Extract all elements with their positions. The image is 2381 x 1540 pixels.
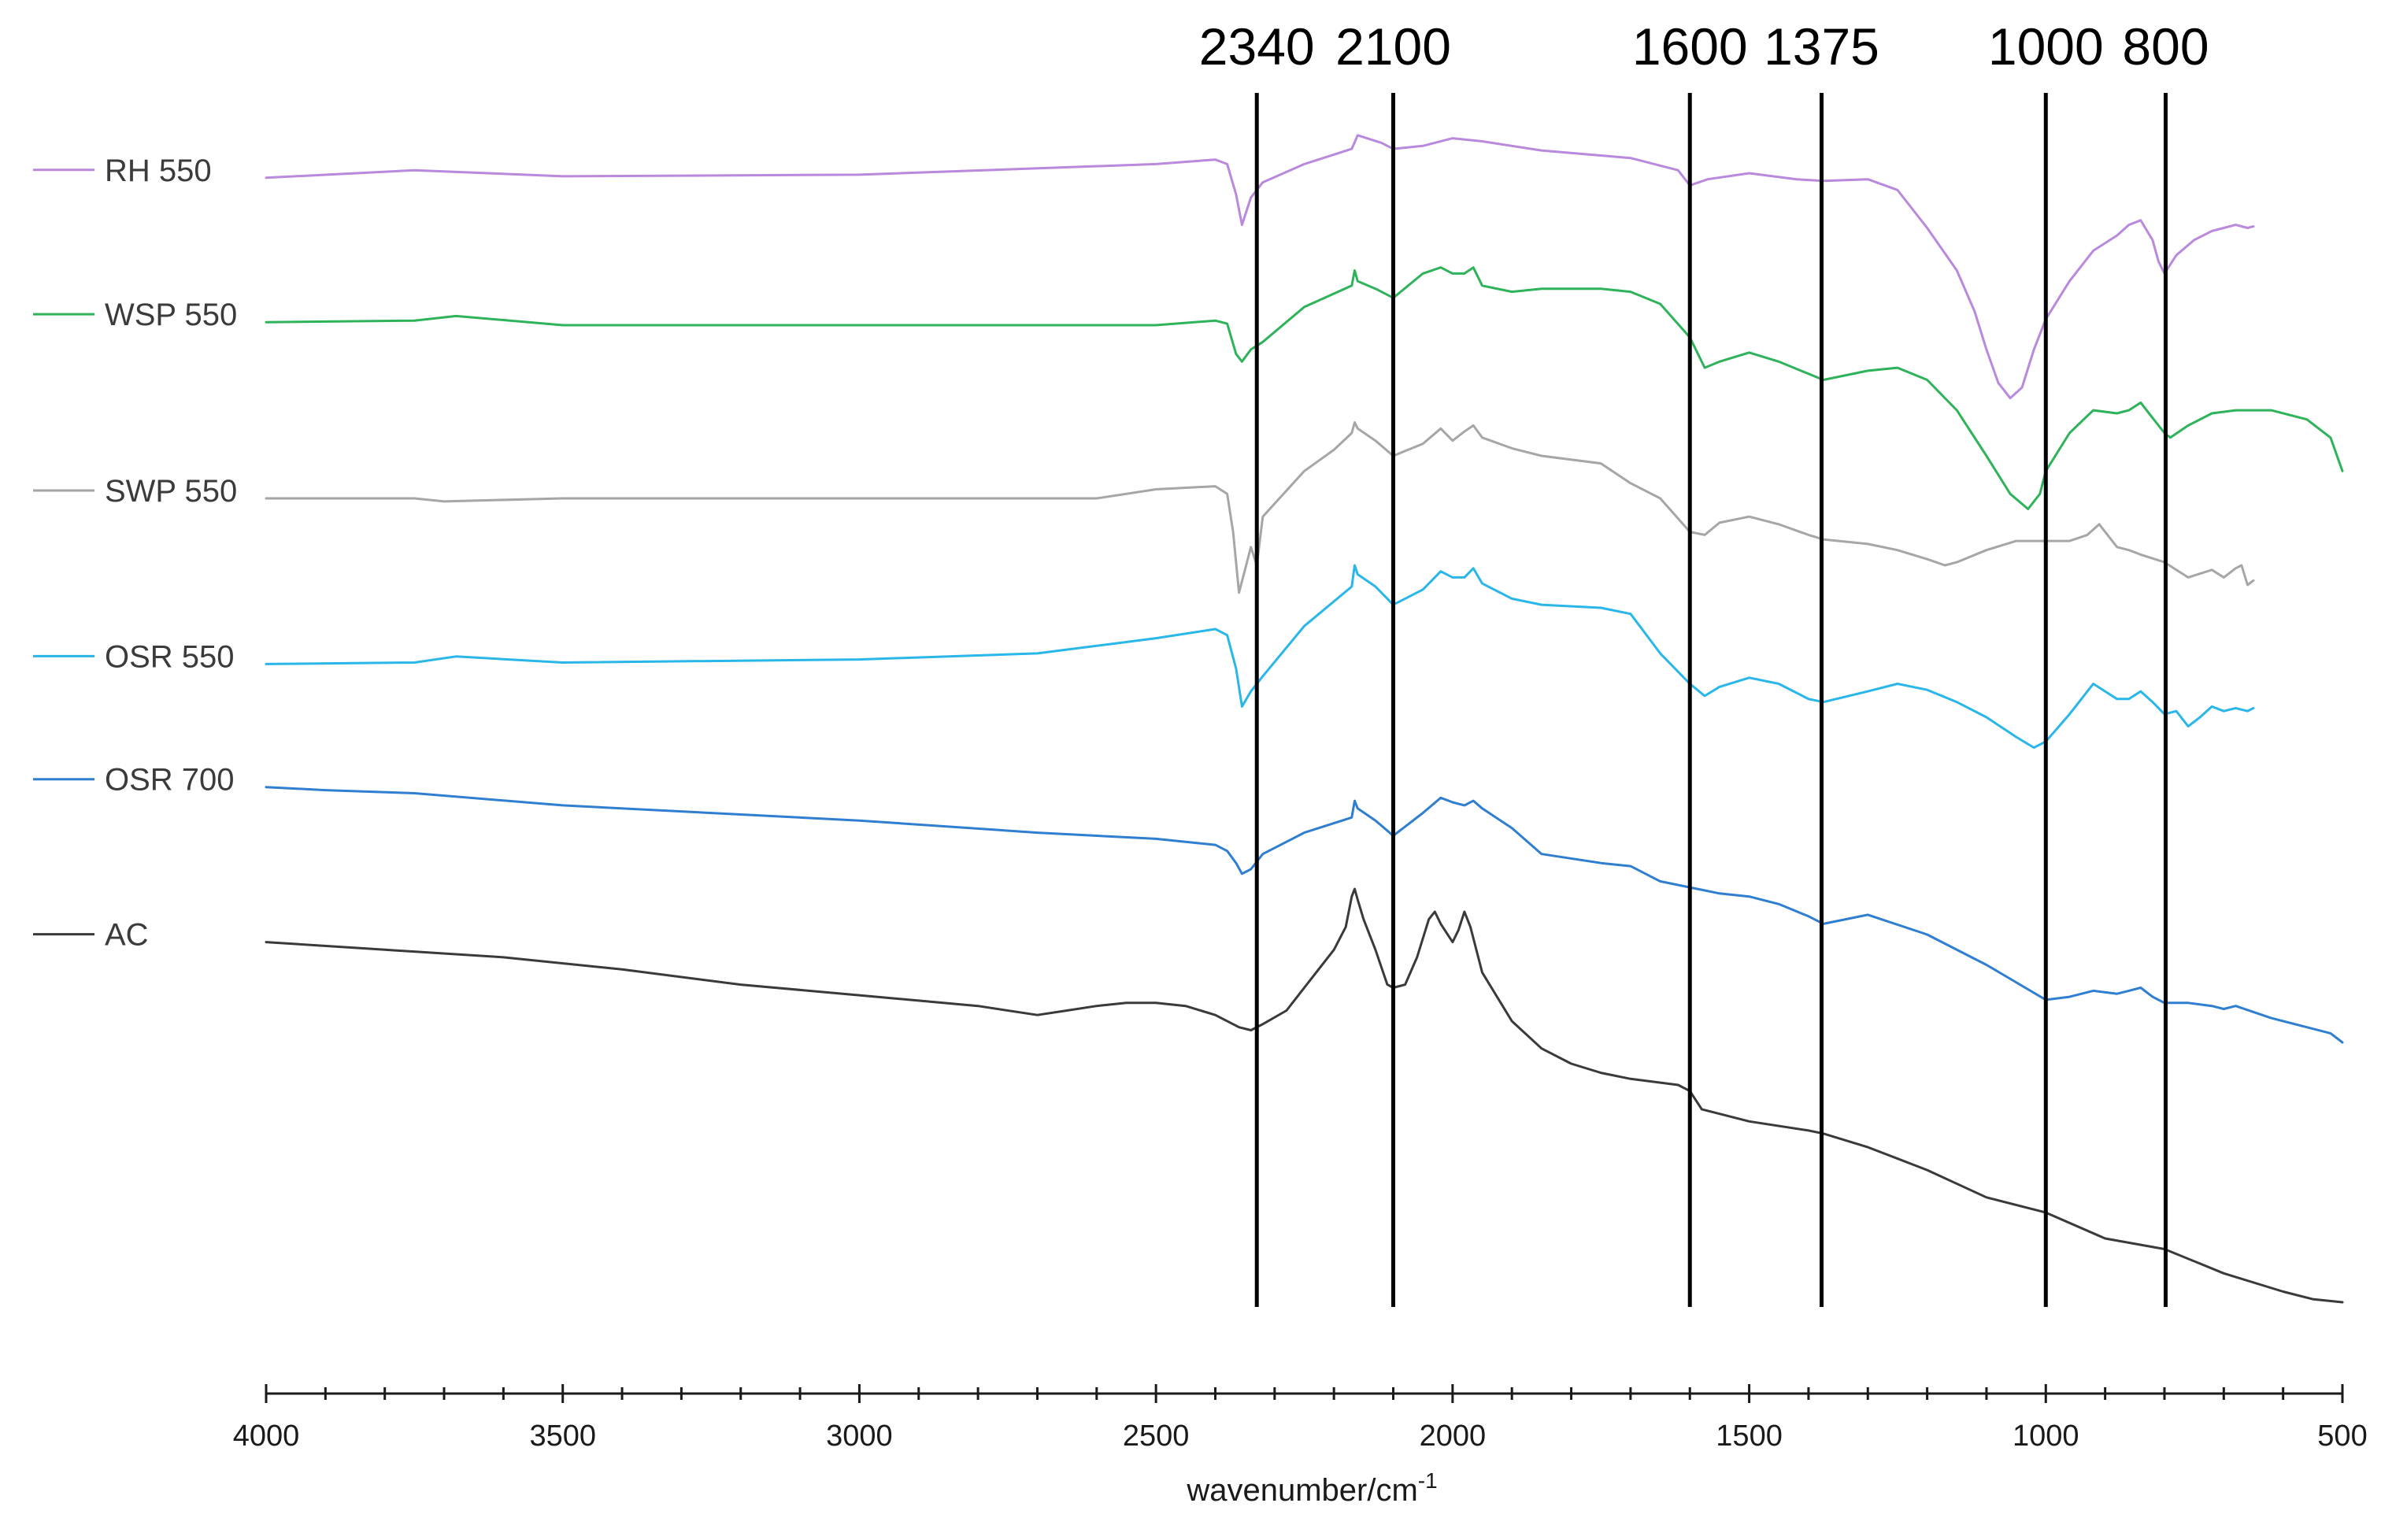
legend-label-wsp-550: WSP 550 [105,298,237,332]
tick-label-3000: 3000 [826,1420,893,1453]
peak-label-1375: 1375 [1764,17,1879,76]
legend: RH 550 WSP 550 SWP 550 OSR 550 OSR 700 AC [33,154,237,953]
series-line-ac [265,887,2344,1304]
series-line-wsp-550 [265,266,2344,510]
series-group [265,134,2344,1304]
x-axis-label-main: wavenumber/cm [1186,1473,1417,1508]
x-axis-ticks: 4000 3500 3000 2500 2000 1500 1000 500 [233,1384,2368,1453]
legend-label-ac: AC [105,918,149,953]
peak-label-1600: 1600 [1632,17,1748,76]
series-line-osr-700 [265,786,2344,1044]
tick-label-4000: 4000 [233,1420,300,1453]
legend-label-rh-550: RH 550 [105,154,212,188]
tick-label-2000: 2000 [1420,1420,1487,1453]
x-axis: 4000 3500 3000 2500 2000 1500 1000 500 wavenumb… [233,1384,2368,1508]
tick-label-1500: 1500 [1716,1420,1783,1453]
peak-label-1000: 1000 [1988,17,2104,76]
x-axis-label: wavenumber/cm-1 [1186,1468,1437,1508]
legend-label-swp-550: SWP 550 [105,474,237,509]
peak-label-2340: 2340 [1199,17,1315,76]
peak-label-2100: 2100 [1335,17,1451,76]
series-line-rh-550 [265,134,2255,400]
peak-label-800: 800 [2122,17,2209,76]
tick-label-1000: 1000 [2013,1420,2079,1453]
series-line-swp-550 [265,421,2255,594]
legend-label-osr-550: OSR 550 [105,639,235,674]
peak-markers: 2340 2100 1600 1375 1000 800 [1199,17,2209,1307]
series-line-osr-550 [265,564,2255,750]
tick-label-2500: 2500 [1123,1420,1190,1453]
tick-label-500: 500 [2317,1420,2367,1453]
legend-label-osr-700: OSR 700 [105,763,235,798]
tick-label-3500: 3500 [529,1420,596,1453]
x-axis-label-superscript: -1 [1418,1468,1438,1493]
